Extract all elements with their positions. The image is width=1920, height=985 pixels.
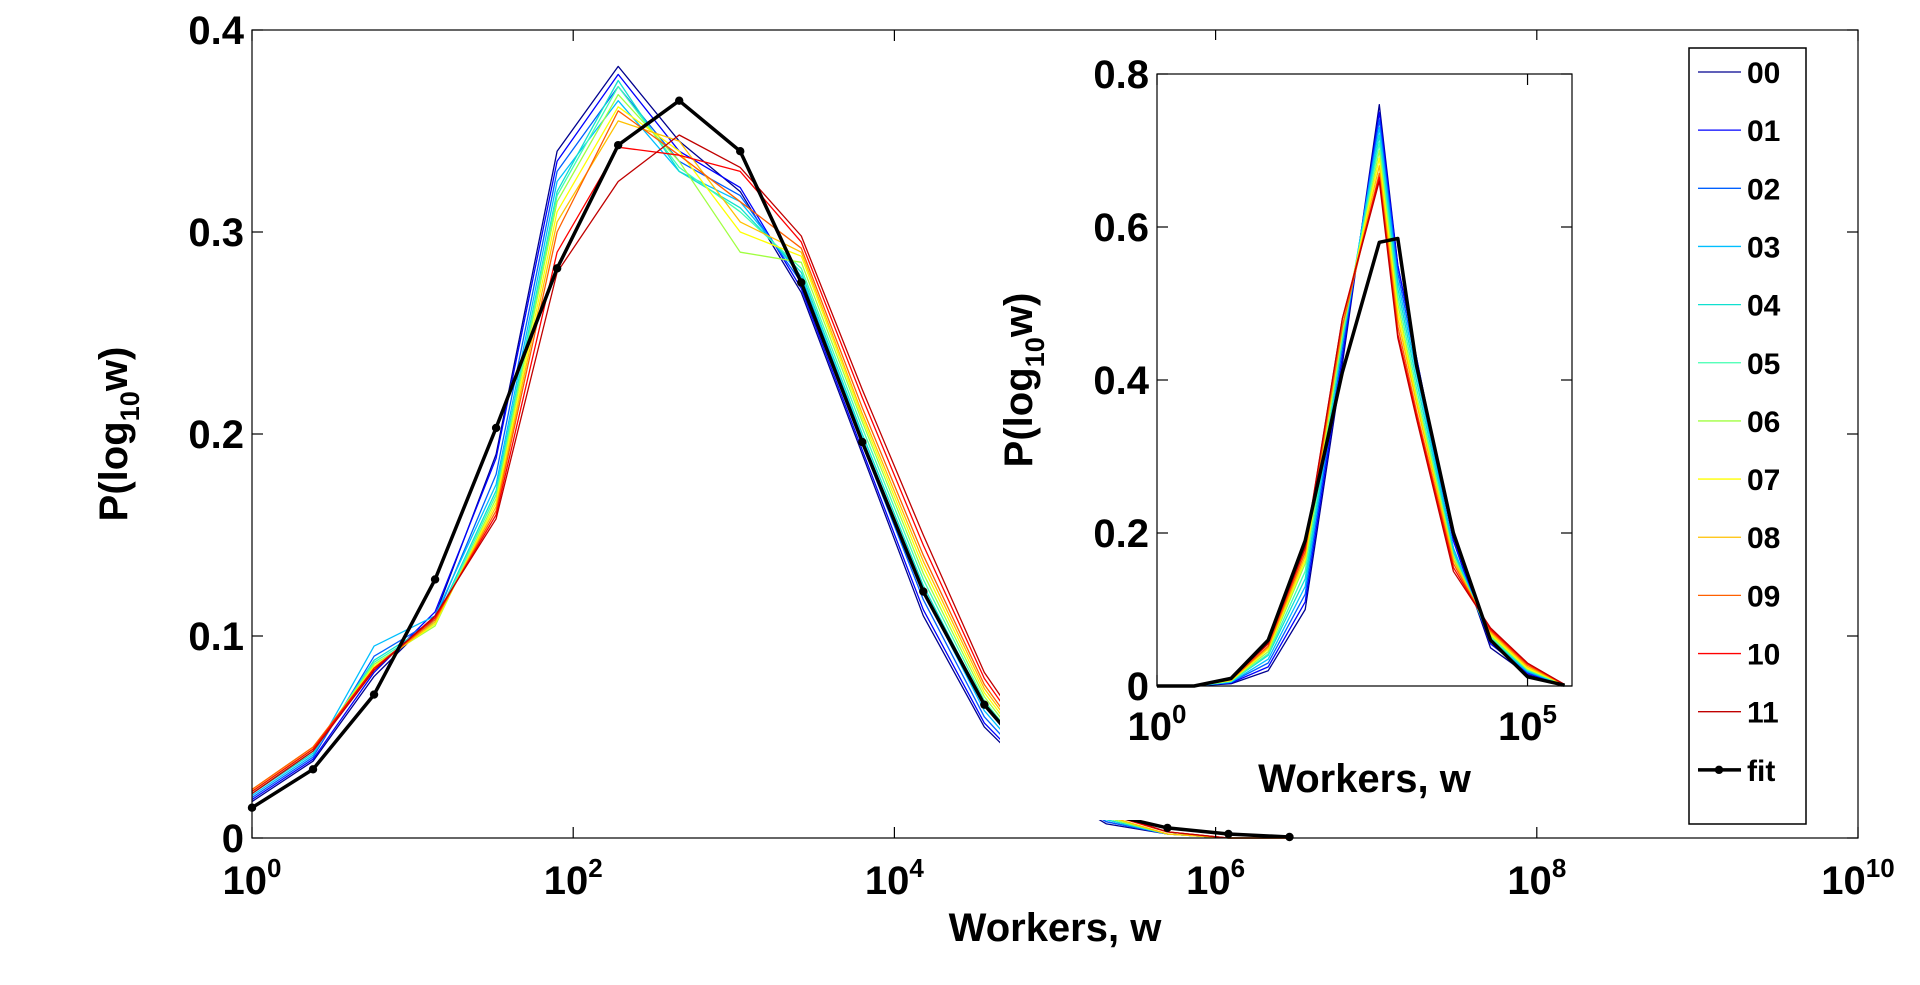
main-fit-point-3 <box>430 575 440 584</box>
main-x-axis-label: Workers, w <box>949 906 1163 950</box>
legend-label-03: 03 <box>1747 231 1780 264</box>
legend-label-08: 08 <box>1747 522 1780 555</box>
main-x-tick-label: 1010 <box>1821 853 1894 903</box>
main-fit-point-8 <box>736 147 745 156</box>
legend-fit-marker <box>1714 765 1724 775</box>
inset-series-00-line <box>1157 103 1565 687</box>
legend-box <box>1688 47 1807 825</box>
main-series-06-line <box>251 93 1290 839</box>
main-x-tick-label: 102 <box>544 853 603 903</box>
main-fit-point-4 <box>491 423 501 433</box>
main-y-tick-label: 0.2 <box>188 413 244 457</box>
main-y-tick-label: 0.4 <box>188 9 244 53</box>
inset-y-tick-label: 0.6 <box>1093 206 1149 250</box>
legend-label-fit: fit <box>1747 755 1775 788</box>
main-fit-point-10 <box>858 437 867 447</box>
main-fit-point-16 <box>1224 829 1233 839</box>
legend-label-00: 00 <box>1747 57 1780 90</box>
main-fit-point-5 <box>552 264 562 273</box>
main-fit-point-12 <box>980 700 989 709</box>
main-fit-point-6 <box>613 140 623 150</box>
inset-y-tick-label: 0.2 <box>1093 512 1149 556</box>
inset-plot-area <box>1157 74 1572 686</box>
main-x-tick-label: 106 <box>1186 853 1245 903</box>
main-fit-point-9 <box>797 278 806 287</box>
inset-x-tick-label: 105 <box>1498 699 1557 749</box>
inset-x-tick-label: 100 <box>1128 699 1187 749</box>
main-fit-point-2 <box>369 690 379 699</box>
inset-x-axis-label: Workers, w <box>1258 757 1472 801</box>
legend-label-05: 05 <box>1747 348 1780 381</box>
main-y-axis-label: P(log10w) <box>92 347 145 522</box>
legend-label-02: 02 <box>1747 173 1780 206</box>
main-x-tick-label: 100 <box>223 853 282 903</box>
legend-label-06: 06 <box>1747 406 1780 439</box>
main-fit-point-11 <box>919 587 928 596</box>
legend-label-07: 07 <box>1747 464 1780 497</box>
inset-series-fit-line <box>1157 236 1565 688</box>
main-x-tick-label: 108 <box>1507 853 1566 903</box>
main-y-tick-label: 0.1 <box>188 615 244 659</box>
main-fit-point-15 <box>1163 823 1172 833</box>
main-chart: 100 102 104 106 108 101000.10.20.30.4Workers,… <box>92 9 1895 950</box>
main-fit-point-7 <box>674 96 684 105</box>
inset-y-tick-label: 0 <box>1127 665 1149 709</box>
legend-label-11: 11 <box>1747 697 1779 730</box>
main-fit-point-1 <box>308 765 318 774</box>
inset-chart: 100 105 0 0.2 0.4 0.6 0.8 Workers, w P(log10w) <box>997 40 1590 820</box>
main-x-tick-label: 104 <box>865 853 925 903</box>
inset-series-01-line <box>1157 111 1565 687</box>
inset-series-07-line <box>1157 157 1565 687</box>
inset-y-axis-label: P(log10w) <box>997 293 1050 468</box>
legend-label-01: 01 <box>1747 115 1780 148</box>
legend-label-09: 09 <box>1747 580 1780 613</box>
main-y-tick-label: 0 <box>222 817 244 861</box>
legend-label-04: 04 <box>1747 290 1781 323</box>
inset-y-tick-label: 0.4 <box>1093 359 1149 403</box>
legend-label-10: 10 <box>1747 639 1780 672</box>
inset-y-tick-label: 0.8 <box>1093 53 1149 97</box>
main-fit-point-17 <box>1285 832 1294 842</box>
legend: 00 01 02 03 04 05 06 07 08 09 10 11 fit <box>1688 47 1807 825</box>
main-y-tick-label: 0.3 <box>188 211 244 255</box>
